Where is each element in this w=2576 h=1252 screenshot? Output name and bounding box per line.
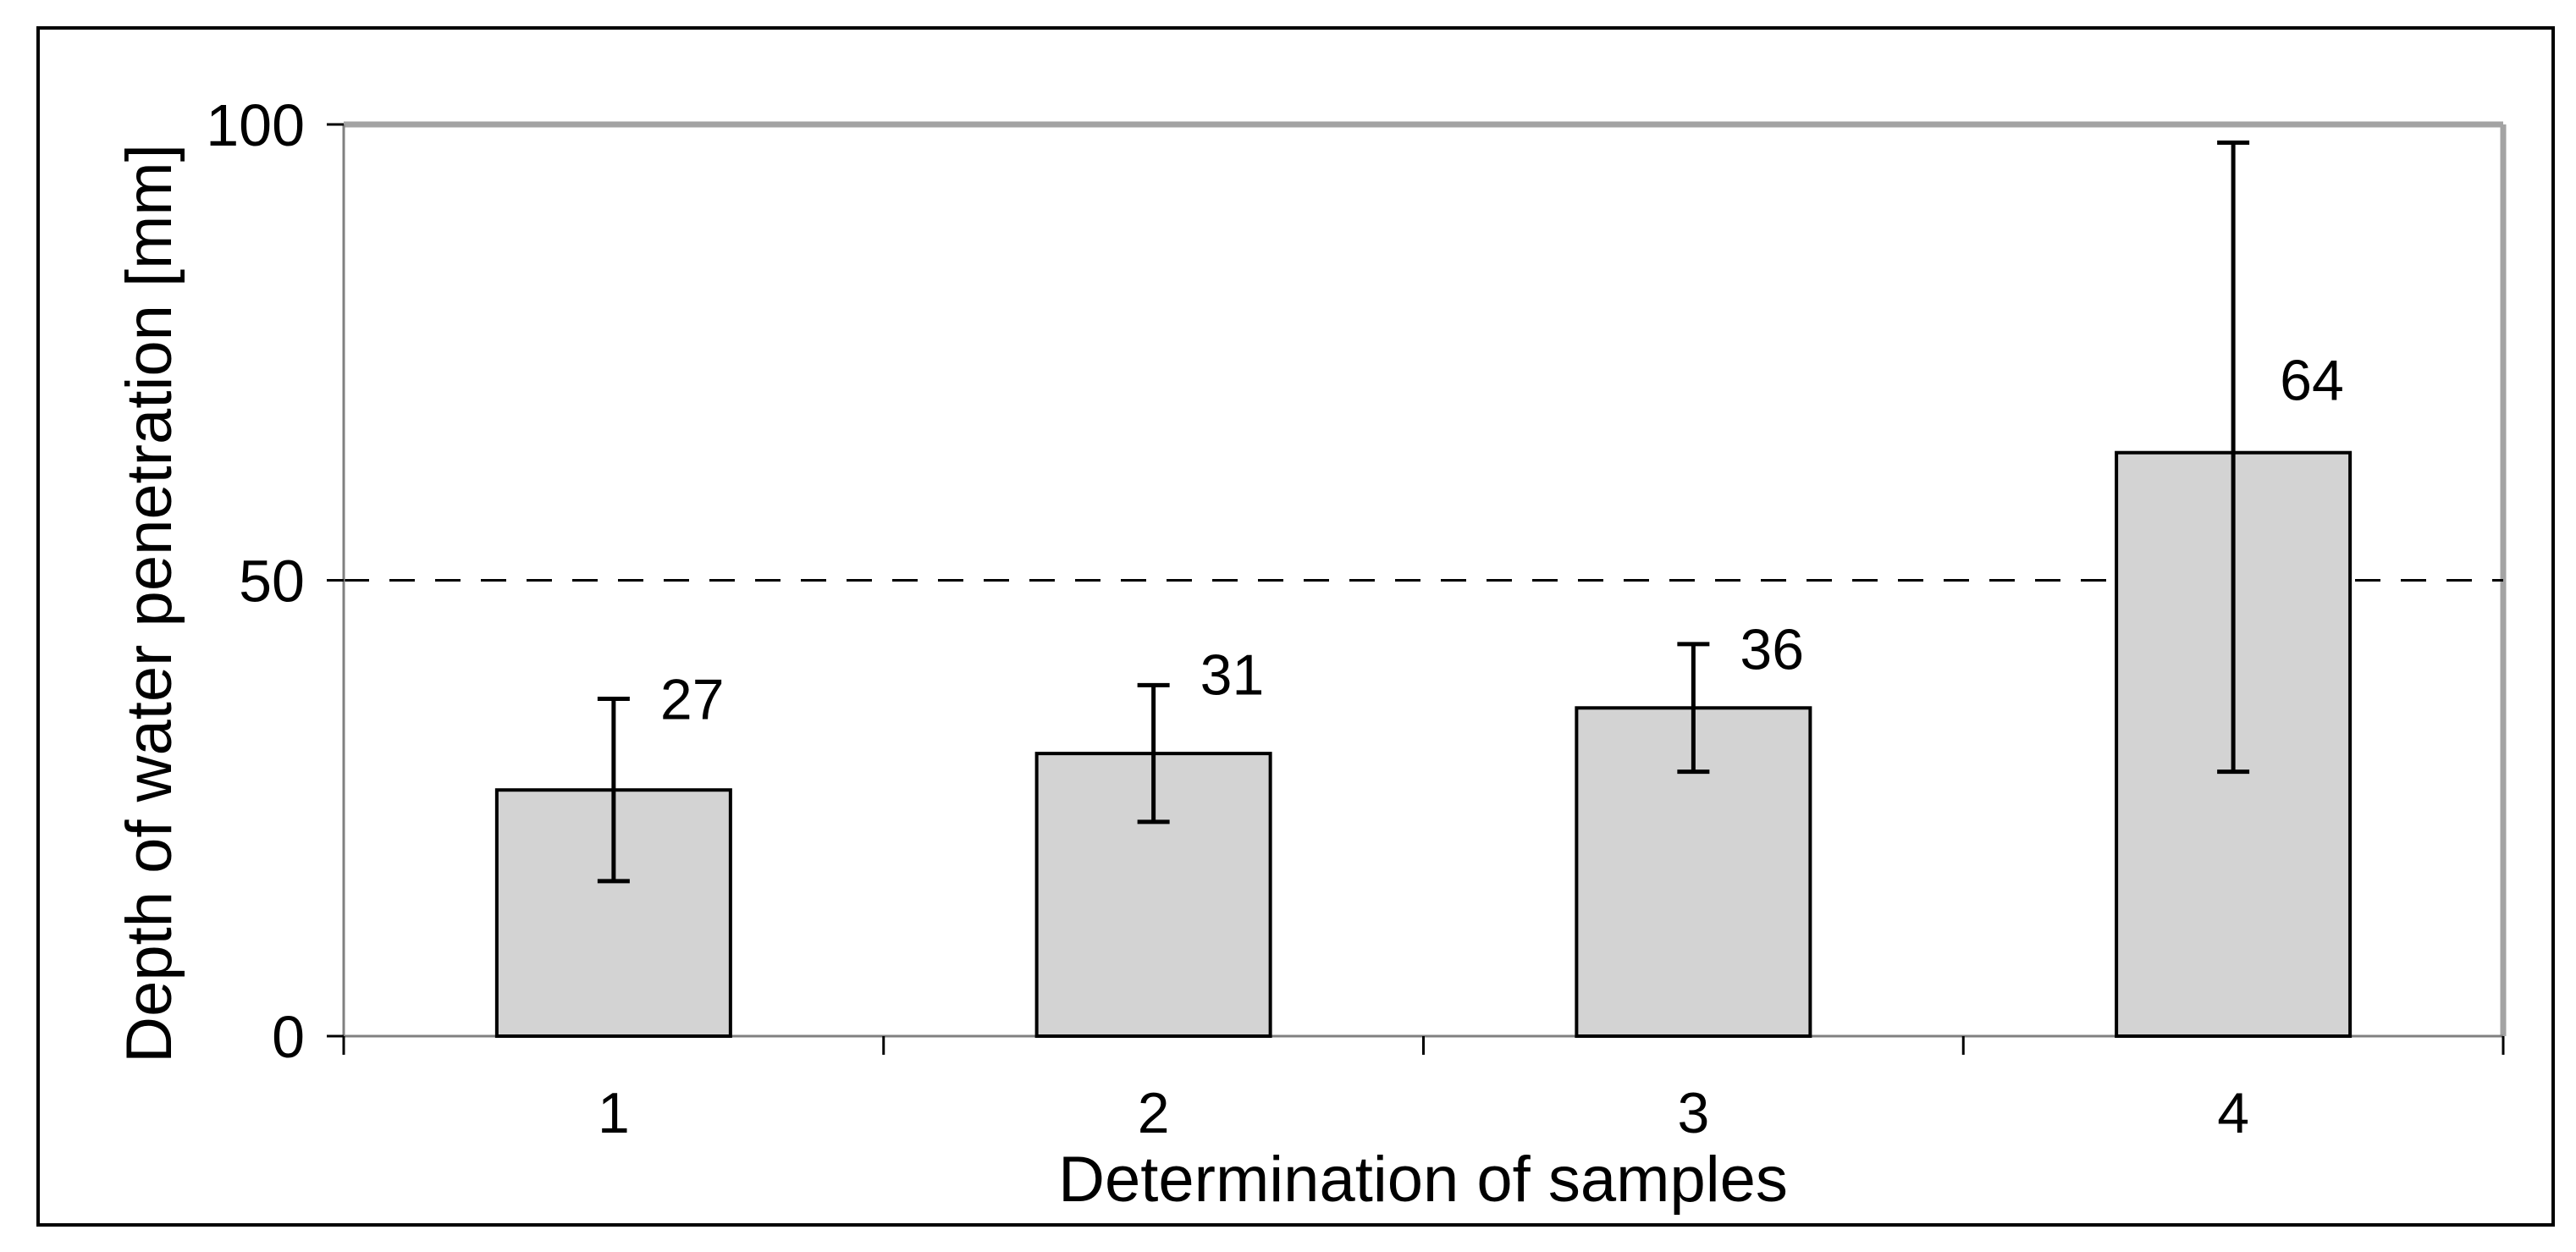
bar-value-label: 31 xyxy=(1200,643,1265,707)
x-axis-title: Determination of samples xyxy=(1058,1144,1788,1216)
y-axis-title: Depth of water penetration [mm] xyxy=(113,144,185,1063)
x-category-label: 4 xyxy=(2217,1081,2249,1145)
y-tick-label: 100 xyxy=(206,92,305,158)
bar-value-label: 36 xyxy=(1740,617,1804,681)
x-category-label: 2 xyxy=(1138,1081,1170,1145)
y-tick-label: 0 xyxy=(272,1004,305,1070)
x-category-label: 1 xyxy=(598,1081,630,1145)
y-tick-label: 50 xyxy=(239,549,305,615)
bar-value-label: 27 xyxy=(660,668,725,732)
chart-generated-layer: 0 50 100 27 31 36 64 1 2 3 4 xyxy=(36,26,2555,1227)
figure-frame xyxy=(36,26,2555,1227)
bar-value-label: 64 xyxy=(2280,349,2344,413)
x-category-label: 3 xyxy=(1677,1081,1709,1145)
